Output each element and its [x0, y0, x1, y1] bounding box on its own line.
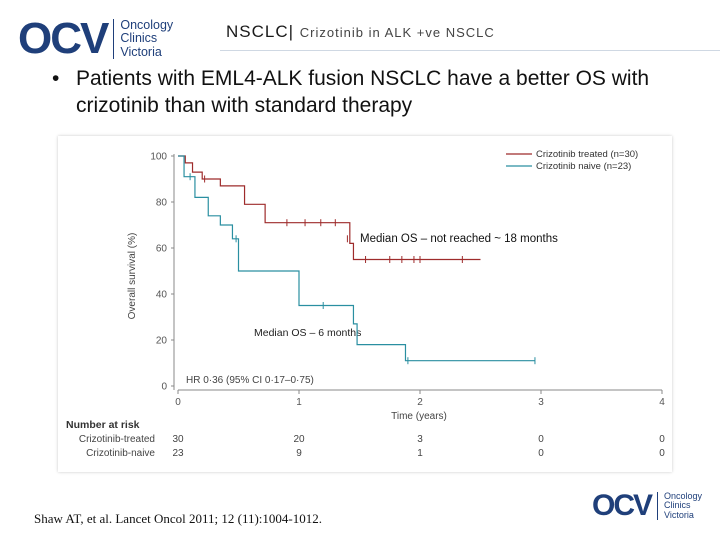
y-tick-label: 60	[156, 244, 168, 255]
y-axis-label: Overall survival (%)	[127, 233, 138, 320]
logo-text: Oncology Clinics Victoria	[120, 18, 174, 59]
median-os-treated-label: Median OS – not reached ~ 18 months	[360, 233, 558, 245]
risk-count: 23	[172, 448, 184, 459]
x-tick-label: 0	[175, 397, 181, 408]
y-axis-title: Overall survival (%)	[127, 233, 138, 320]
risk-table-values: 30 20 3 0 023 9 1 0 0	[172, 434, 665, 459]
x-tick-label: 4	[659, 397, 665, 408]
logo-line: Victoria	[120, 44, 162, 59]
risk-count: 0	[659, 448, 665, 459]
slide-subtitle: Crizotinib in ALK +ve NSCLC	[299, 25, 495, 40]
y-tick-label: 80	[156, 198, 168, 209]
slide-title: NSCLC| Crizotinib in ALK +ve NSCLC	[226, 22, 495, 42]
y-tick-label: 20	[156, 336, 168, 347]
risk-count: 30	[172, 434, 184, 445]
risk-count: 1	[417, 448, 423, 459]
y-tick-label: 0	[161, 382, 167, 393]
y-tick-label: 100	[150, 152, 167, 163]
y-tick-label: 40	[156, 290, 168, 301]
hazard-ratio-label: HR 0·36 (95% CI 0·17–0·75)	[186, 375, 314, 386]
logo-line: Clinics	[664, 500, 691, 511]
km-curve	[178, 155, 481, 261]
x-axis-label: Time (years)	[391, 411, 447, 422]
km-chart: Overall survival (%) Time (years) Median…	[66, 149, 665, 459]
bullet-dot-icon: •	[52, 67, 60, 90]
risk-count: 0	[659, 434, 665, 445]
x-tick-label: 1	[296, 397, 302, 408]
km-plot-area: 0 20 40 60 80 100 0 1 2 3 4	[150, 152, 665, 409]
median-os-naive-label: Median OS – 6 months	[254, 327, 361, 339]
x-tick-label: 2	[417, 397, 423, 408]
risk-count: 3	[417, 434, 423, 445]
risk-count: 0	[538, 434, 544, 445]
km-figure: Overall survival (%) Time (years) Median…	[58, 136, 672, 472]
logo-mark: OCV	[592, 489, 653, 522]
risk-count: 20	[293, 434, 305, 445]
legend-label: Crizotinib treated (n=30)	[536, 149, 638, 160]
risk-count: 0	[538, 448, 544, 459]
bullet-text: Patients with EML4-ALK fusion NSCLC have…	[76, 67, 650, 117]
logo-line: Victoria	[664, 509, 694, 520]
logo-line: Oncology	[664, 490, 703, 501]
logo-divider	[657, 492, 659, 520]
risk-table-title: Number at risk	[66, 419, 140, 431]
logo-text: Oncology Clinics Victoria	[664, 490, 703, 520]
risk-count: 9	[296, 448, 302, 459]
header-divider	[220, 50, 720, 51]
citation: Shaw AT, et al. Lancet Oncol 2011; 12 (1…	[34, 511, 322, 526]
x-tick-label: 3	[538, 397, 544, 408]
legend-label: Crizotinib naive (n=23)	[536, 161, 631, 172]
logo-line: Oncology	[120, 18, 174, 33]
ocv-logo: OCV Oncology Clinics Victoria	[18, 14, 173, 64]
risk-row-label: Crizotinib-naive	[86, 448, 155, 459]
ocv-footer-logo: OCV Oncology Clinics Victoria	[592, 489, 702, 523]
logo-divider	[113, 19, 115, 59]
logo-line: Clinics	[120, 31, 158, 46]
risk-row-label: Crizotinib-treated	[79, 434, 155, 445]
slide-title-main: NSCLC|	[226, 22, 295, 41]
km-curve	[178, 155, 535, 362]
bullet-point: • Patients with EML4-ALK fusion NSCLC ha…	[52, 66, 702, 120]
logo-mark: OCV	[18, 14, 109, 63]
